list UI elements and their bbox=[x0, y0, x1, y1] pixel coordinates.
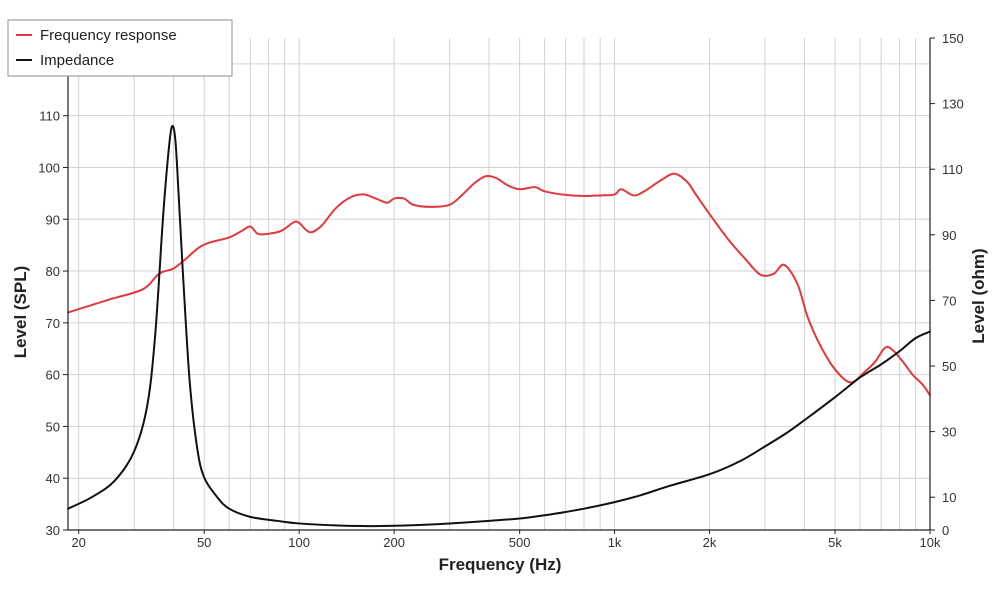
left-tick-label: 110 bbox=[39, 109, 60, 124]
left-axis-title: Level (SPL) bbox=[11, 266, 30, 359]
legend-box bbox=[7, 19, 233, 77]
legend-label-frequency-response: Frequency response bbox=[40, 27, 177, 44]
series-line-impedance bbox=[67, 125, 931, 528]
left-tick-label: 30 bbox=[46, 523, 60, 538]
x-tick-label: 10k bbox=[920, 535, 941, 550]
x-tick-label: 500 bbox=[509, 535, 531, 550]
right-tick-label: 30 bbox=[942, 425, 956, 440]
left-tick-label: 70 bbox=[46, 316, 60, 331]
right-tick-label: 110 bbox=[942, 162, 963, 177]
left-axis-ticks: 30405060708090100110120 bbox=[38, 57, 68, 538]
horizontal-gridlines bbox=[68, 63, 930, 479]
left-tick-label: 50 bbox=[46, 419, 60, 434]
legend-label-impedance: Impedance bbox=[40, 52, 114, 69]
right-axis-title: Level (ohm) bbox=[969, 248, 988, 343]
x-tick-label: 200 bbox=[383, 535, 405, 550]
x-tick-label: 100 bbox=[288, 535, 310, 550]
x-tick-label: 1k bbox=[608, 535, 622, 550]
left-tick-label: 40 bbox=[46, 471, 60, 486]
legend: Frequency response Impedance bbox=[7, 19, 233, 77]
vertical-gridlines bbox=[78, 38, 931, 530]
series-layer bbox=[67, 125, 931, 528]
left-tick-label: 90 bbox=[46, 212, 60, 227]
left-tick-label: 60 bbox=[46, 368, 60, 383]
right-tick-label: 150 bbox=[942, 31, 964, 46]
x-tick-label: 20 bbox=[71, 535, 85, 550]
right-tick-label: 130 bbox=[942, 97, 964, 112]
right-tick-label: 70 bbox=[942, 293, 956, 308]
right-tick-label: 50 bbox=[942, 359, 956, 374]
x-axis-ticks: 20 50 100 200 500 1k 2k 5k 10k bbox=[71, 530, 941, 550]
x-tick-label: 2k bbox=[703, 535, 717, 550]
left-tick-label: 80 bbox=[46, 264, 60, 279]
x-tick-label: 5k bbox=[828, 535, 842, 550]
right-tick-label: 10 bbox=[942, 490, 956, 505]
plot-area bbox=[68, 38, 930, 530]
x-axis-title: Frequency (Hz) bbox=[439, 555, 562, 574]
x-tick-label: 50 bbox=[197, 535, 211, 550]
left-tick-label: 100 bbox=[38, 160, 60, 175]
series-line-frequency-response bbox=[67, 172, 931, 397]
right-tick-label: 0 bbox=[942, 523, 949, 538]
right-axis-ticks: 0 10 30 50 70 90 110 130 150 bbox=[930, 31, 964, 538]
right-tick-label: 90 bbox=[942, 228, 956, 243]
